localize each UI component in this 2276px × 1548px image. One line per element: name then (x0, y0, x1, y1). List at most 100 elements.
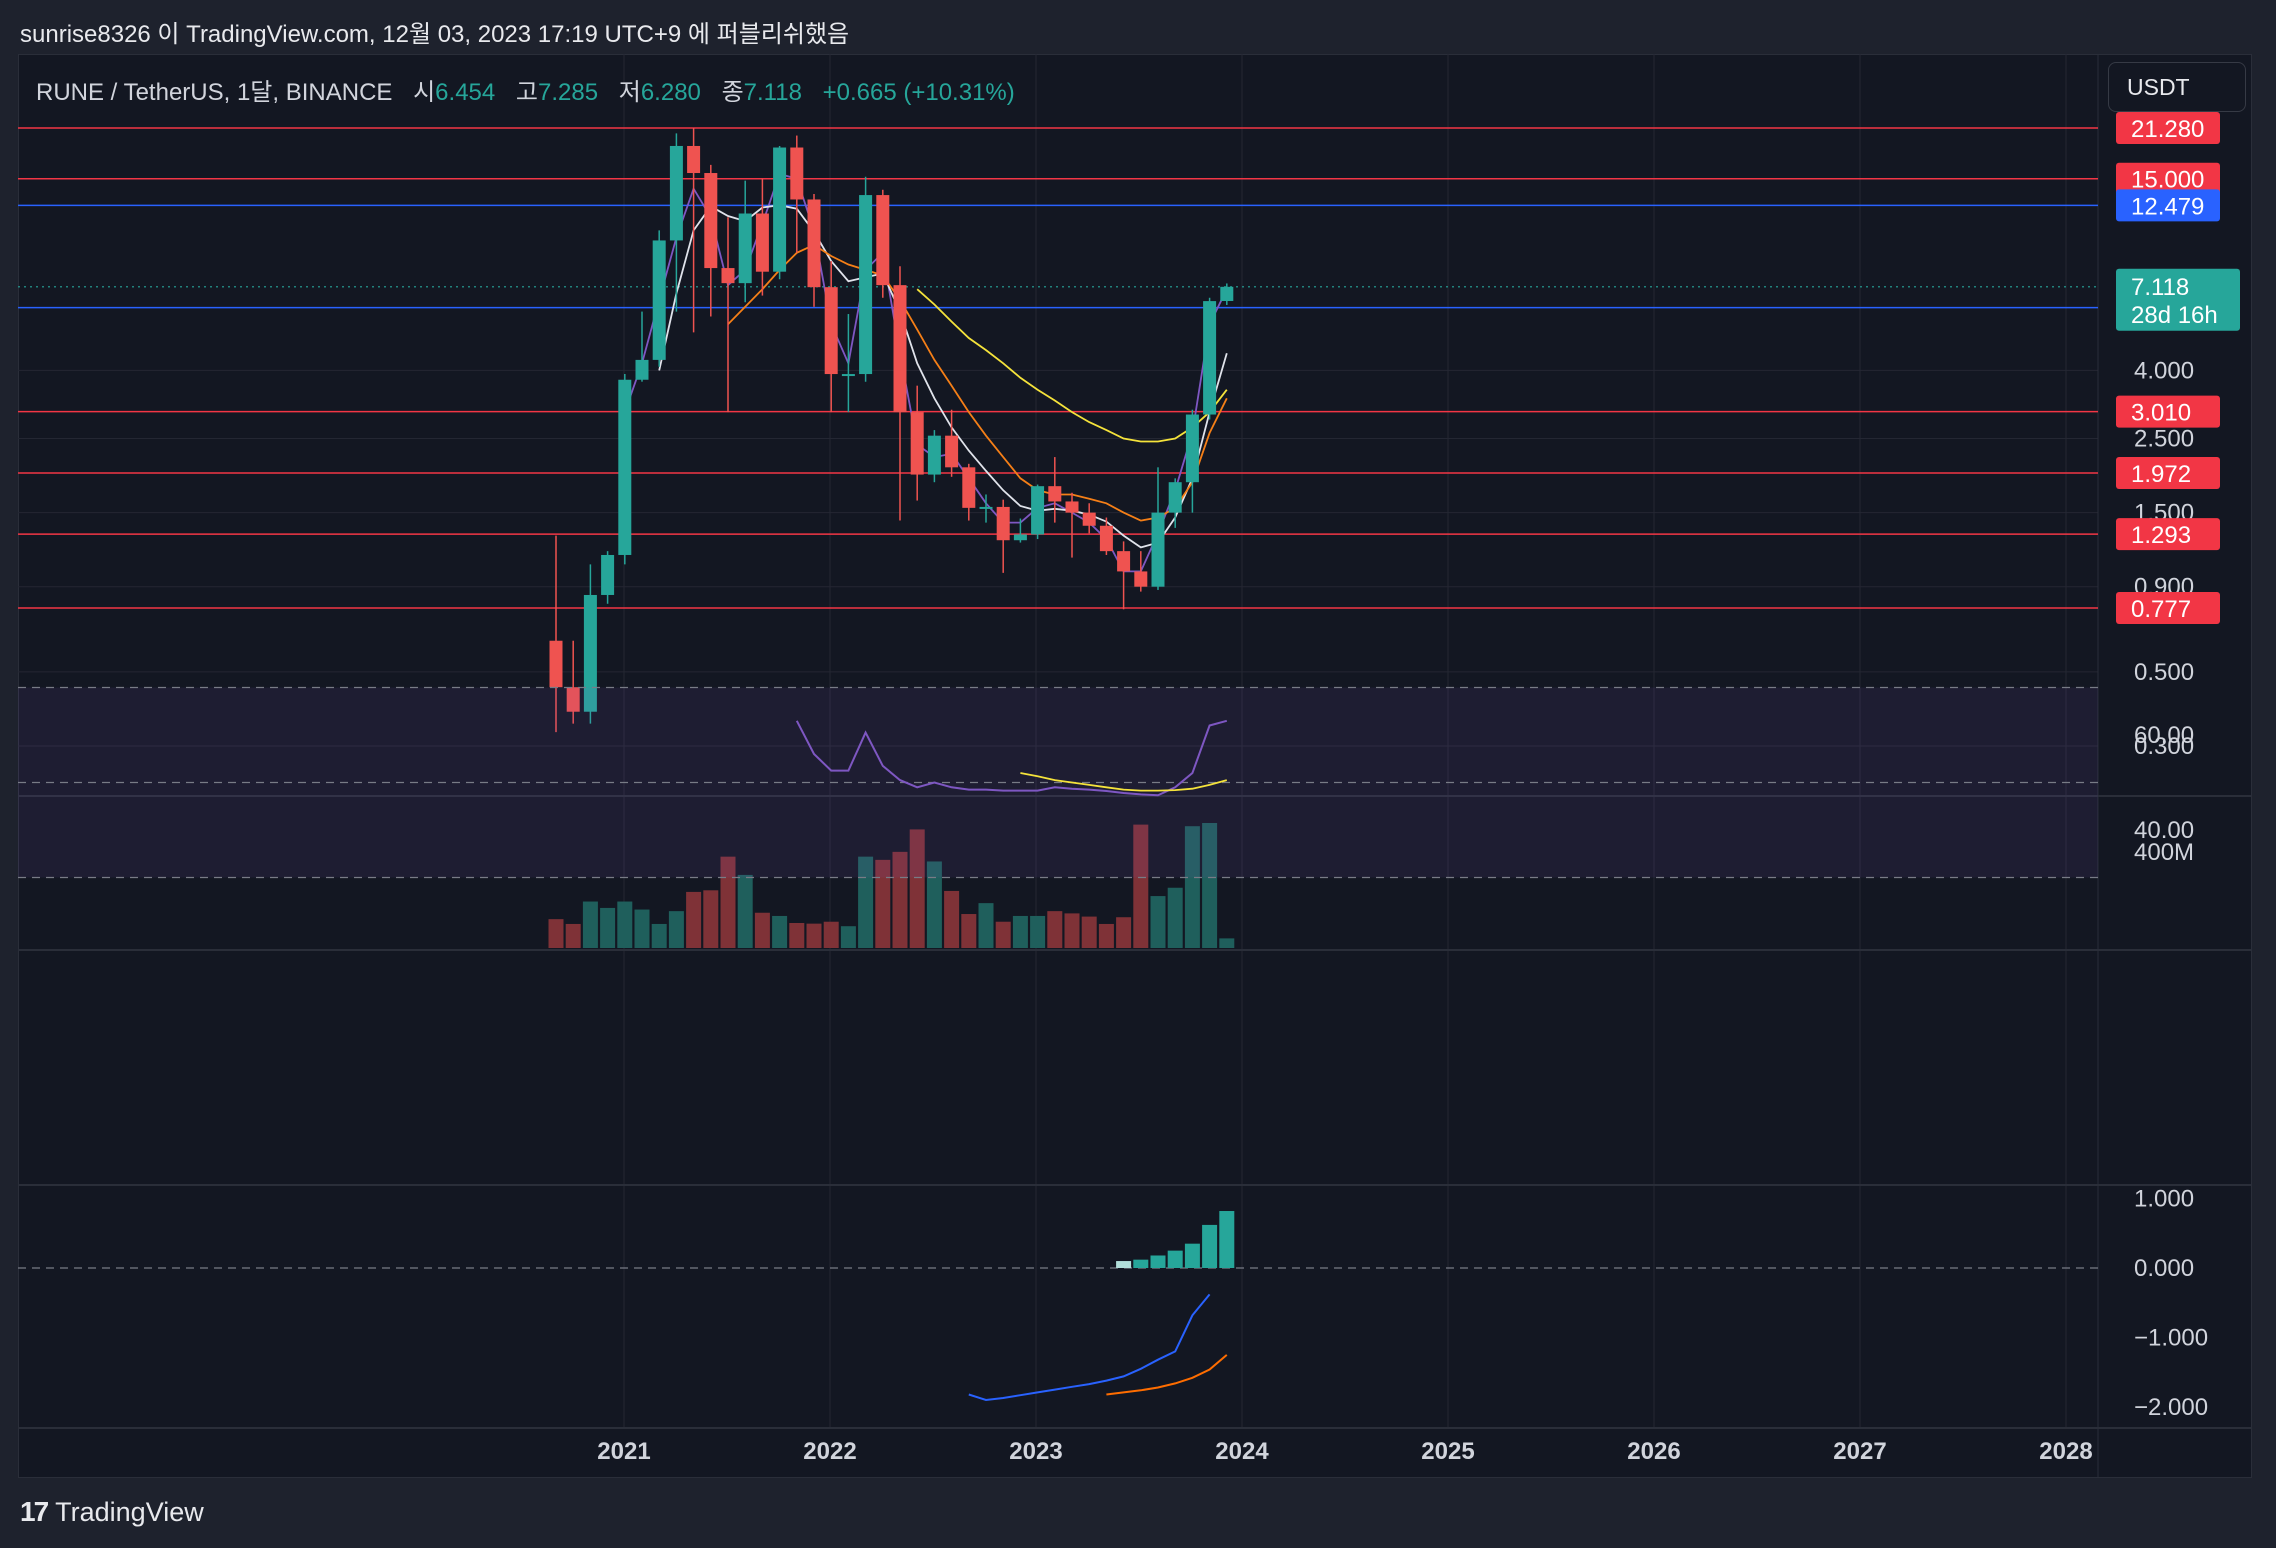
volume-bar (600, 907, 616, 948)
open-value: 6.454 (435, 79, 496, 106)
volume-bar (840, 926, 856, 948)
macd-tick-label: 0.000 (2134, 1255, 2194, 1282)
macd-tick-label: −1.000 (2134, 1325, 2208, 1352)
low-value: 6.280 (640, 79, 701, 106)
macd-line (968, 1293, 1211, 1402)
volume-bar (1184, 826, 1200, 948)
macd-histogram-bar (1150, 1255, 1166, 1268)
volume-bar (668, 911, 684, 948)
price-level-badge (2116, 518, 2220, 551)
candle-body (773, 147, 787, 272)
chart-canvas[interactable]: 2021 2022 2023 2024 2025 2026 2027 2028 4.000 2.5… (18, 54, 2252, 1478)
last-price-badge (2116, 268, 2240, 331)
volume-bar (995, 921, 1011, 948)
candle-body (1203, 301, 1217, 415)
volume-bar (806, 923, 822, 948)
macd-tick-label: 1.000 (2134, 1186, 2194, 1213)
symbol-title[interactable]: RUNE / TetherUS, 1달, BINANCE (36, 79, 393, 106)
volume-bar (1167, 887, 1183, 948)
price-level-badge (2116, 162, 2220, 195)
macd-signal-line (1106, 1354, 1228, 1396)
volume-bar (772, 915, 788, 948)
candle-body (618, 379, 632, 555)
x-tick-label: 2023 (1009, 1438, 1062, 1465)
high-label: 고 (515, 79, 538, 106)
volume-bar (961, 914, 977, 948)
volume-bar (789, 923, 805, 948)
rsi-tick-label: 40.00 (2134, 817, 2194, 844)
macd-histogram-bar (1202, 1224, 1218, 1268)
price-level-label: 1.293 (2131, 522, 2191, 549)
volume-bar (858, 856, 874, 948)
candle-body (1048, 486, 1062, 502)
close-label: 종 (721, 79, 744, 106)
symbol-legend: RUNE / TetherUS, 1달, BINANCE 시6.454 고7.2… (36, 72, 1015, 107)
volume-bar (1098, 923, 1114, 948)
tradingview-logo[interactable]: 17 TradingView (20, 1496, 204, 1528)
volume-bar (1219, 938, 1235, 948)
volume-bar (565, 923, 581, 948)
price-level-badge (2116, 112, 2220, 144)
candle-body (669, 145, 683, 241)
volume-bar (926, 861, 942, 948)
candle-body (583, 594, 597, 712)
volume-bar (1133, 824, 1149, 948)
candle-body (841, 374, 855, 377)
moving-average-yellow (916, 288, 1228, 443)
candle-body (979, 506, 993, 509)
price-tick-label: 0.500 (2134, 659, 2194, 686)
close-value: 7.118 (743, 79, 802, 106)
price-tick-label: 4.000 (2134, 357, 2194, 384)
rsi-line (795, 719, 1228, 797)
volume-bar (634, 909, 650, 948)
publish-header: sunrise8326 이 TradingView.com, 12월 03, 2… (20, 21, 850, 48)
currency-button[interactable]: USDT (2108, 62, 2246, 112)
candle-body (1185, 414, 1199, 483)
price-level-badge (2116, 395, 2220, 428)
chart-frame (18, 54, 2252, 1478)
candle-body (1031, 486, 1045, 535)
volume-bar (1047, 911, 1063, 948)
volume-bar (944, 890, 960, 948)
x-tick-label: 2025 (1421, 1438, 1474, 1465)
volume-tick-label: 400M (2134, 839, 2194, 866)
volume-bar (651, 923, 667, 948)
volume-bar (875, 859, 891, 948)
volume-bar (1012, 915, 1028, 948)
candle-body (1168, 482, 1182, 513)
volume-bar (720, 856, 736, 948)
low-label: 저 (618, 79, 641, 106)
macd-histogram-bar (1116, 1261, 1132, 1268)
macd-histogram-bar (1184, 1243, 1200, 1268)
candle-body (824, 287, 838, 375)
candle-body (927, 435, 941, 475)
high-value: 7.285 (538, 79, 599, 106)
x-tick-label: 2021 (597, 1438, 650, 1465)
rsi-tick-label: 60.00 (2134, 722, 2194, 749)
candle-body (549, 640, 563, 688)
bar-countdown-label: 28d 16h (2131, 302, 2218, 329)
macd-histogram-bar (1167, 1250, 1183, 1268)
candle-body (893, 285, 907, 413)
tradingview-logo-icon: 17 (20, 1496, 49, 1527)
candle-body (996, 506, 1010, 541)
macd-histogram-bar (1219, 1211, 1235, 1268)
candle-body (790, 147, 804, 200)
price-level-label: 12.479 (2131, 193, 2204, 220)
price-level-label: 1.972 (2131, 461, 2191, 488)
x-tick-label: 2026 (1627, 1438, 1680, 1465)
candle-body (1220, 286, 1234, 302)
candle-body (601, 554, 615, 595)
price-level-badge (2116, 189, 2220, 222)
volume-bar (1202, 823, 1218, 948)
candle-body (755, 213, 769, 272)
price-level-badge (2116, 592, 2220, 624)
rsi-ma-line (1020, 772, 1228, 792)
candle-body (1151, 512, 1165, 587)
tradingview-brand-name: TradingView (55, 1496, 204, 1527)
x-tick-label: 2028 (2039, 1438, 2092, 1465)
price-level-label: 0.777 (2131, 596, 2191, 623)
candle-body (1082, 512, 1096, 526)
moving-average-orange (727, 243, 1228, 522)
price-level-label: 3.010 (2131, 400, 2191, 427)
